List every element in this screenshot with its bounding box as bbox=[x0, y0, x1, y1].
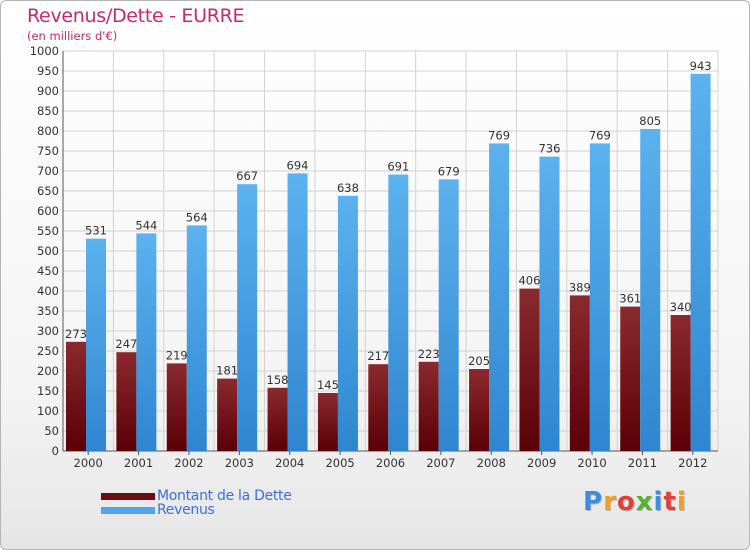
y-tick-label: 1000 bbox=[30, 44, 59, 58]
legend-label-debt: Montant de la Dette bbox=[157, 488, 292, 504]
proxiti-logo: Proxiti bbox=[583, 487, 687, 517]
bar-debt-2010 bbox=[569, 295, 590, 451]
bar-debt-2007 bbox=[418, 361, 439, 451]
legend-swatch-revenue bbox=[101, 506, 155, 514]
x-tick-label: 2005 bbox=[325, 456, 354, 470]
y-tick-label: 650 bbox=[37, 184, 59, 198]
bar-revenue-2006 bbox=[388, 174, 409, 451]
bar-revenue-2008 bbox=[489, 143, 510, 451]
data-label-debt-2007: 223 bbox=[418, 347, 440, 361]
data-label-debt-2000: 273 bbox=[65, 327, 87, 341]
data-label-revenue-2002: 564 bbox=[186, 210, 208, 224]
y-tick-label: 550 bbox=[37, 224, 59, 238]
data-label-debt-2005: 145 bbox=[317, 378, 339, 392]
y-tick-label: 350 bbox=[37, 304, 59, 318]
y-tick-label: 450 bbox=[37, 264, 59, 278]
y-tick-label: 50 bbox=[44, 424, 59, 438]
y-tick-label: 700 bbox=[37, 164, 59, 178]
y-tick-label: 500 bbox=[37, 244, 59, 258]
x-tick-label: 2010 bbox=[577, 456, 606, 470]
chart-subtitle: (en milliers d'€) bbox=[27, 29, 118, 43]
y-tick-label: 800 bbox=[37, 124, 59, 138]
x-tick-label: 2012 bbox=[678, 456, 707, 470]
bar-revenue-2012 bbox=[690, 73, 711, 452]
x-tick-label: 2011 bbox=[628, 456, 657, 470]
data-label-revenue-2003: 667 bbox=[236, 169, 258, 183]
data-label-debt-2002: 219 bbox=[166, 348, 188, 362]
bar-revenue-2000 bbox=[86, 238, 106, 451]
bar-revenue-2011 bbox=[640, 129, 661, 451]
bar-debt-2012 bbox=[670, 315, 691, 451]
data-label-revenue-2008: 769 bbox=[488, 128, 510, 142]
bar-debt-2003 bbox=[217, 378, 238, 451]
bar-revenue-2009 bbox=[539, 156, 560, 451]
y-tick-label: 200 bbox=[37, 364, 59, 378]
bar-debt-2006 bbox=[368, 364, 389, 451]
bar-debt-2005 bbox=[317, 393, 338, 451]
y-tick-label: 900 bbox=[37, 84, 59, 98]
bar-debt-2000 bbox=[66, 341, 86, 451]
bar-debt-2011 bbox=[620, 306, 641, 451]
y-tick-label: 950 bbox=[37, 64, 59, 78]
data-label-debt-2004: 158 bbox=[267, 373, 289, 387]
y-tick-label: 250 bbox=[37, 344, 59, 358]
x-tick-label: 2009 bbox=[527, 456, 556, 470]
legend-item-revenue: Revenus bbox=[101, 502, 215, 518]
bar-revenue-2003 bbox=[237, 184, 258, 451]
chart-title: Revenus/Dette - EURRE bbox=[27, 5, 245, 27]
data-label-revenue-2011: 805 bbox=[639, 114, 661, 128]
x-tick-label: 2008 bbox=[477, 456, 506, 470]
y-tick-label: 100 bbox=[37, 404, 59, 418]
data-label-revenue-2005: 638 bbox=[337, 181, 359, 195]
bar-revenue-2002 bbox=[186, 225, 207, 451]
data-label-revenue-2012: 943 bbox=[690, 59, 712, 73]
x-tick-label: 2003 bbox=[225, 456, 254, 470]
data-label-revenue-2009: 736 bbox=[538, 142, 560, 156]
data-label-debt-2010: 389 bbox=[569, 280, 591, 294]
y-tick-label: 300 bbox=[37, 324, 59, 338]
data-label-debt-2009: 406 bbox=[518, 274, 540, 288]
y-tick-label: 850 bbox=[37, 104, 59, 118]
bar-revenue-2007 bbox=[438, 179, 459, 451]
data-label-debt-2003: 181 bbox=[216, 364, 238, 378]
bar-revenue-2005 bbox=[337, 195, 358, 451]
y-tick-label: 600 bbox=[37, 204, 59, 218]
y-tick-label: 750 bbox=[37, 144, 59, 158]
y-tick-label: 150 bbox=[37, 384, 59, 398]
legend-label-revenue: Revenus bbox=[157, 502, 215, 518]
x-tick-label: 2000 bbox=[74, 456, 103, 470]
x-tick-label: 2006 bbox=[376, 456, 405, 470]
bar-debt-2008 bbox=[469, 369, 490, 451]
x-tick-label: 2002 bbox=[174, 456, 203, 470]
bar-debt-2009 bbox=[519, 288, 540, 451]
data-label-revenue-2004: 694 bbox=[287, 158, 309, 172]
legend-swatch-debt bbox=[101, 492, 155, 500]
bar-debt-2004 bbox=[267, 387, 288, 451]
bar-revenue-2010 bbox=[589, 143, 610, 451]
data-label-debt-2008: 205 bbox=[468, 354, 490, 368]
x-tick-label: 2004 bbox=[275, 456, 304, 470]
bar-debt-2002 bbox=[166, 363, 187, 451]
data-label-debt-2011: 361 bbox=[619, 292, 641, 306]
data-label-revenue-2007: 679 bbox=[438, 164, 460, 178]
data-label-revenue-2006: 691 bbox=[387, 160, 409, 174]
data-label-debt-2001: 247 bbox=[115, 337, 137, 351]
data-label-revenue-2001: 544 bbox=[135, 218, 157, 232]
bar-debt-2001 bbox=[116, 352, 137, 451]
legend-item-debt: Montant de la Dette bbox=[101, 488, 292, 504]
data-label-revenue-2010: 769 bbox=[589, 128, 611, 142]
y-tick-label: 0 bbox=[52, 444, 59, 458]
data-label-revenue-2000: 531 bbox=[85, 224, 107, 238]
bar-revenue-2001 bbox=[136, 233, 157, 451]
x-tick-label: 2001 bbox=[124, 456, 153, 470]
data-label-debt-2006: 217 bbox=[367, 349, 389, 363]
bar-revenue-2004 bbox=[287, 173, 308, 451]
x-tick-label: 2007 bbox=[426, 456, 455, 470]
data-label-debt-2012: 340 bbox=[670, 300, 692, 314]
y-tick-label: 400 bbox=[37, 284, 59, 298]
